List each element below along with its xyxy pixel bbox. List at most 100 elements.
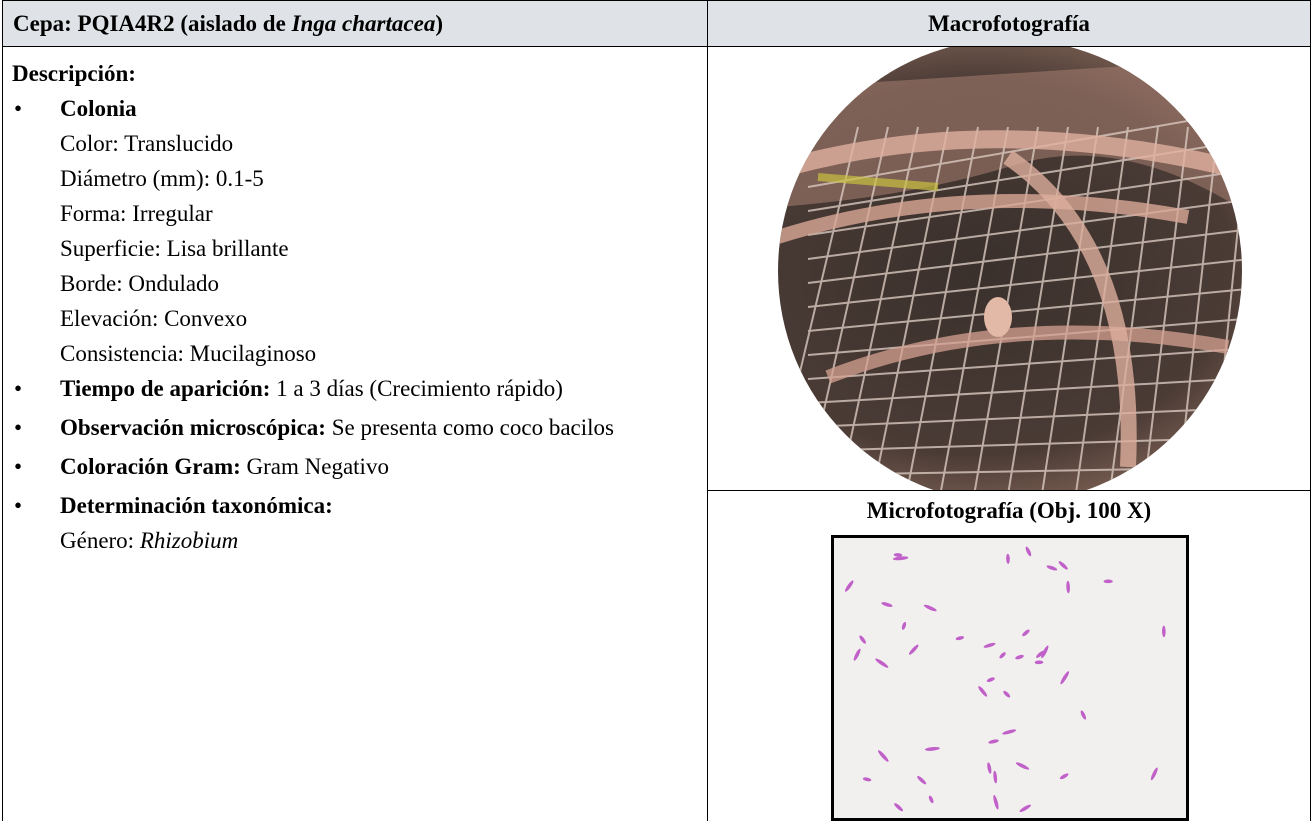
plate-grid [807, 346, 1242, 380]
colonia-line: Forma: Irregular [60, 201, 213, 226]
bacillus [987, 762, 992, 774]
description-title: Descripción: [12, 61, 136, 86]
micro-frame [831, 535, 1189, 821]
bacillus [908, 644, 919, 655]
colonia-line: Superficie: Lisa brillante [60, 236, 289, 261]
bacillus [1036, 650, 1045, 658]
item-text: Gram Negativo [246, 454, 389, 479]
plate-grid [807, 196, 1242, 260]
genus-line: Género: Rhizobium [60, 523, 702, 558]
genus-label: Género: [60, 528, 135, 553]
item: Observación microscópica: Se presenta co… [12, 410, 702, 445]
bacillus [1025, 546, 1032, 557]
bacillus [1060, 671, 1070, 685]
bacillus [1019, 804, 1031, 813]
item: Colonia Color: Translucido Diámetro (mm):… [12, 91, 702, 371]
plate-grid [807, 226, 1242, 284]
border [2, 0, 3, 821]
bacillus [1002, 729, 1017, 735]
bacillus [924, 746, 940, 751]
bacillus [1015, 762, 1030, 770]
item-label: Determinación taxonómica: [60, 493, 333, 518]
bacillus [875, 658, 889, 668]
bacillus [1022, 629, 1030, 637]
item-list: Colonia Color: Translucido Diámetro (mm):… [12, 91, 702, 558]
border [2, 0, 1311, 1]
bacillus [1059, 773, 1069, 780]
plate-grid [937, 126, 1009, 490]
bacillus [894, 803, 904, 812]
bacillus [978, 686, 988, 697]
bacillus [853, 648, 861, 661]
item: Tiempo de aparición: 1 a 3 días (Crecimi… [12, 371, 702, 406]
header-prefix: Cepa: PQIA4R2 (aislado de [13, 11, 286, 36]
genus: Rhizobium [139, 528, 239, 553]
bacillus [983, 642, 996, 648]
bacillus [993, 770, 998, 784]
header-right: Macrofotografía [708, 1, 1310, 46]
header-suffix: ) [435, 11, 443, 36]
colonia-line: Borde: Ondulado [60, 271, 220, 296]
bacillus [1103, 579, 1113, 584]
bacillus [1080, 710, 1087, 720]
plate-grid [807, 376, 1242, 404]
item-label: Tiempo de aparición: [60, 376, 271, 401]
bacillus [993, 794, 999, 810]
item-label: Colonia [60, 96, 137, 121]
bacillus [1150, 767, 1158, 781]
bacillus [1046, 565, 1058, 571]
bacillus [955, 636, 965, 641]
bacillus [862, 777, 872, 782]
bacillus [988, 739, 999, 744]
header-left: Cepa: PQIA4R2 (aislado de Inga chartacea… [3, 1, 707, 46]
bacillus [923, 604, 937, 612]
plate-grid [903, 126, 979, 490]
plate-grid [807, 256, 1242, 308]
colonia-line: Consistencia: Mucilaginoso [60, 341, 317, 366]
plate-grid [1073, 126, 1129, 490]
plate-grid [1141, 126, 1189, 490]
bacillus [845, 580, 854, 592]
bacillus [893, 553, 903, 557]
bacillus [999, 652, 1006, 659]
border [2, 46, 1311, 47]
item-label: Observación microscópica: [60, 415, 326, 440]
colonia-line: Color: Translucido [60, 131, 234, 156]
bacillus [1066, 580, 1070, 594]
bacillus [878, 750, 889, 762]
border [707, 490, 1311, 491]
border [707, 0, 708, 821]
macro-photo [778, 47, 1242, 490]
bacillus [859, 635, 866, 644]
bacillus [892, 556, 909, 561]
colonia-line: Elevación: Convexo [60, 306, 248, 331]
colonia-lines: Color: Translucido Diámetro (mm): 0.1-5 Fo… [60, 126, 702, 371]
plate-grid [807, 406, 1242, 428]
item: Determinación taxonómica: Género: Rhizob… [12, 488, 702, 558]
bacillus [901, 621, 907, 630]
bacillus [1015, 654, 1024, 660]
description: Descripción: Colonia Color: Translucido D… [12, 56, 702, 558]
bacillus [917, 775, 927, 785]
bacillus [1162, 625, 1166, 638]
micro-title: Microfotografía (Obj. 100 X) [866, 498, 1152, 523]
plate-grid [1107, 126, 1159, 490]
micro-photo [831, 535, 1189, 821]
bacillus [928, 795, 934, 804]
bacilli [845, 546, 1166, 813]
item: Coloración Gram: Gram Negativo [12, 449, 702, 484]
colonia-line: Diámetro (mm): 0.1-5 [60, 166, 264, 191]
item-label: Coloración Gram: [60, 454, 241, 479]
bacillus [1058, 561, 1068, 570]
bacillus [881, 602, 893, 607]
border [1310, 0, 1311, 821]
bacillus [1041, 645, 1049, 659]
header-species: Inga chartacea [291, 11, 436, 36]
bacillus [1034, 660, 1044, 665]
bacillus [1006, 553, 1010, 564]
item-text: Se presenta como coco bacilos [331, 415, 614, 440]
item-text: 1 a 3 días (Crecimiento rápido) [276, 376, 563, 401]
bacillus [986, 677, 995, 683]
bacillus [1003, 690, 1011, 698]
